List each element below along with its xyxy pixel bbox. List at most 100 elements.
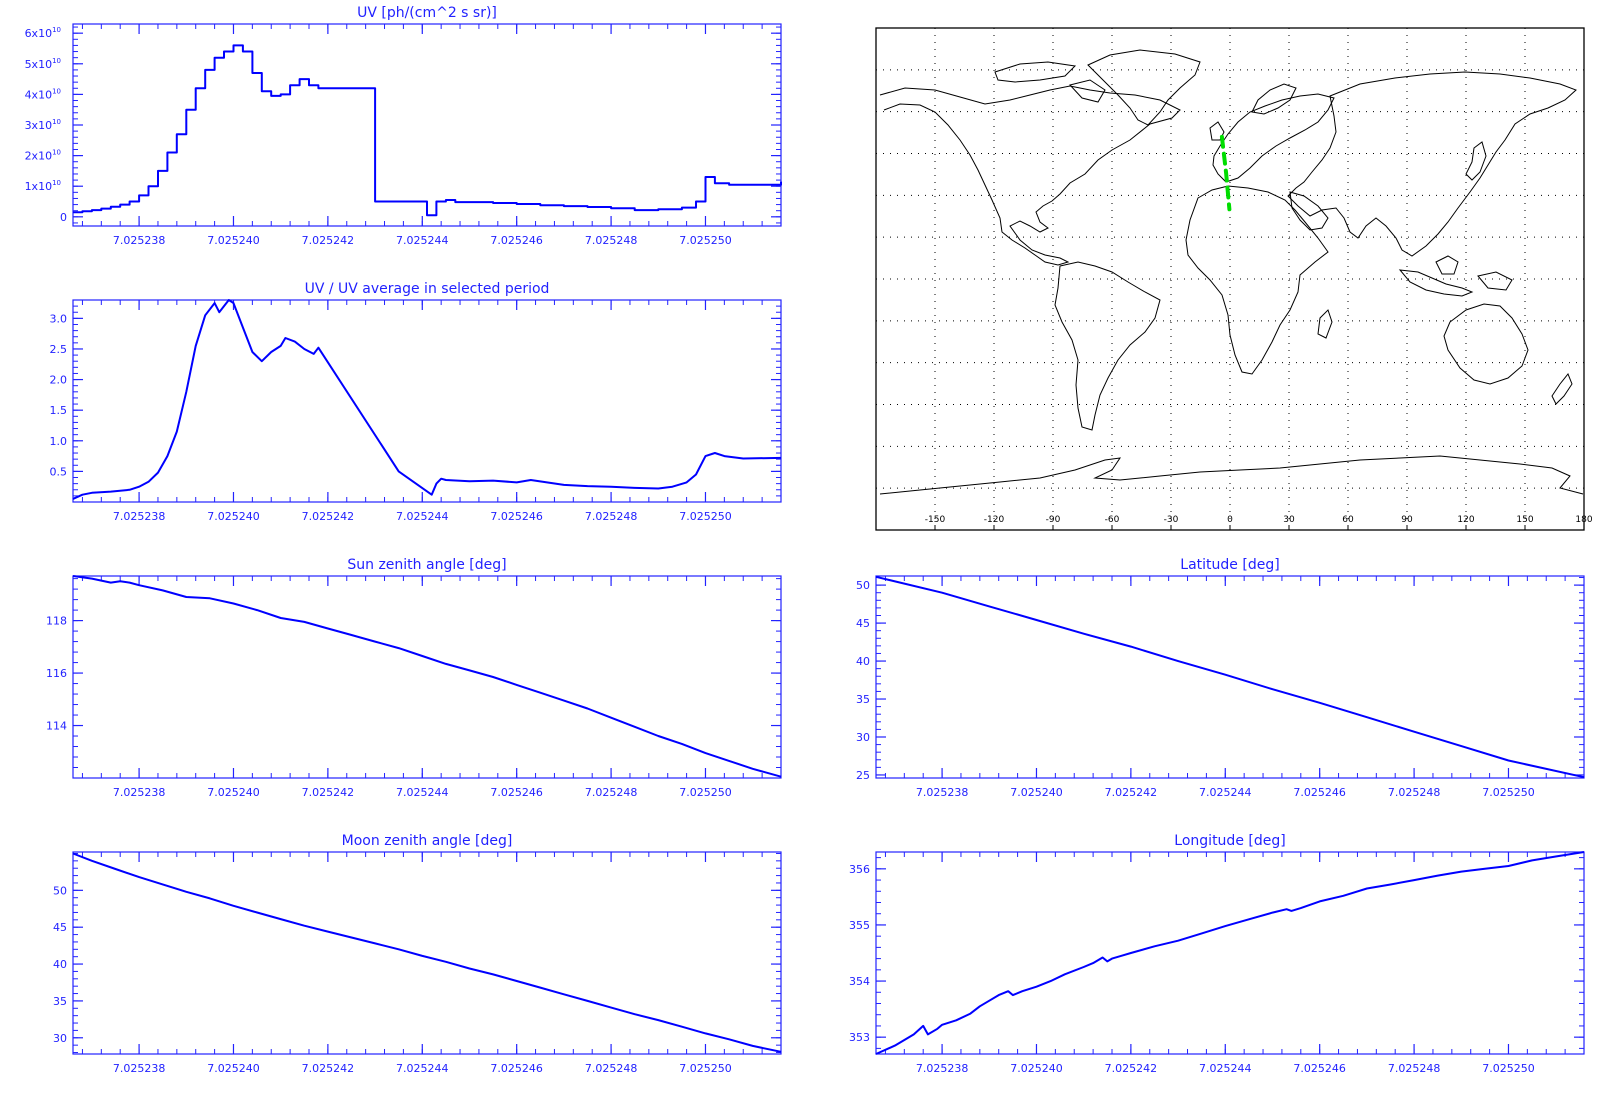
- sza-ytick-label: 118: [46, 615, 67, 628]
- map-lon-tick-label: -90: [1046, 515, 1061, 525]
- ratio-ytick-label: 1.5: [50, 404, 68, 417]
- lon-series-line: [875, 851, 1585, 1055]
- coastline-borneo: [1435, 255, 1459, 275]
- lat-xtick-label: 7.025238: [916, 786, 969, 799]
- coastline-antarctica: [879, 455, 1584, 495]
- mza-series-line: [72, 852, 782, 1053]
- lat-xtick-label: 7.025250: [1482, 786, 1535, 799]
- coastline-new-guinea: [1477, 271, 1513, 291]
- uv-xtick-label: 7.025244: [396, 234, 449, 247]
- map-lon-tick-label: 180: [1575, 515, 1592, 525]
- map-coastlines: [879, 49, 1584, 495]
- ratio-xtick-label: 7.025238: [113, 510, 166, 523]
- sza-xtick-label: 7.025250: [679, 786, 732, 799]
- ratio-title: UV / UV average in selected period: [305, 281, 550, 297]
- sza-ytick-label: 116: [46, 667, 67, 680]
- map-lon-tick-label: 150: [1516, 515, 1533, 525]
- ratio-ytick-label: 0.5: [50, 465, 68, 478]
- lat-ytick-label: 35: [856, 693, 870, 706]
- lat-ytick-label: 30: [856, 731, 870, 744]
- sza-title: Sun zenith angle [deg]: [347, 557, 506, 573]
- ratio-xtick-label: 7.025242: [302, 510, 355, 523]
- coastline-africa: [1185, 185, 1329, 375]
- mza-xtick-label: 7.025242: [302, 1062, 355, 1075]
- uv-xtick-label: 7.025250: [679, 234, 732, 247]
- latitude-panel: Latitude [deg] 7.025238 7.025240 7.025242 7.…: [856, 557, 1585, 799]
- sza-xtick-label: 7.025242: [302, 786, 355, 799]
- coastline-baffin-island: [1069, 79, 1106, 103]
- uv-series-line: [73, 44, 782, 217]
- uv-ytick-label: 3x1010: [25, 118, 61, 132]
- ratio-plot-frame: [72, 299, 782, 503]
- uv-xtick-label: 7.025246: [490, 234, 543, 247]
- lon-xtick-label: 7.025238: [916, 1062, 969, 1075]
- lon-ytick-label: 353: [849, 1031, 870, 1044]
- lon-ytick-label: 354: [849, 975, 870, 988]
- sza-xtick-label: 7.025240: [207, 786, 260, 799]
- lat-xtick-label: 7.025240: [1010, 786, 1063, 799]
- uv-ytick-label: 2x1010: [25, 149, 61, 163]
- coastline-south-america: [1054, 261, 1161, 431]
- lon-title: Longitude [deg]: [1174, 833, 1285, 849]
- coastline-new-zealand: [1551, 373, 1573, 405]
- mza-plot-frame: [72, 851, 782, 1055]
- lat-ytick-label: 50: [856, 579, 870, 592]
- coastline-madagascar: [1317, 309, 1333, 339]
- sza-xtick-label: 7.025244: [396, 786, 449, 799]
- uv-xtick-label: 7.025238: [113, 234, 166, 247]
- mza-xtick-label: 7.025250: [679, 1062, 732, 1075]
- mza-ytick-label: 35: [53, 995, 67, 1008]
- map-lon-tick-label: -150: [925, 515, 946, 525]
- orbit-track-line: [1219, 134, 1232, 212]
- lon-xtick-label: 7.025244: [1199, 1062, 1252, 1075]
- lat-title: Latitude [deg]: [1180, 557, 1279, 573]
- world-map-panel: -150 -120 -90 -60 -30 0 30 60 90 120 150 180: [875, 27, 1593, 531]
- lat-ytick-label: 40: [856, 655, 870, 668]
- ratio-ytick-label: 2.0: [50, 374, 68, 387]
- uv-title: UV [ph/(cm^2 s sr)]: [357, 5, 497, 21]
- uv-plot-frame: [72, 23, 782, 227]
- ratio-xtick-label: 7.025240: [207, 510, 260, 523]
- uv-ytick-label: 4x1010: [25, 87, 61, 101]
- mza-title: Moon zenith angle [deg]: [342, 833, 513, 849]
- ratio-series-line: [72, 299, 782, 500]
- coastline-australia: [1443, 303, 1529, 385]
- lon-xtick-label: 7.025242: [1105, 1062, 1158, 1075]
- ratio-xtick-label: 7.025250: [679, 510, 732, 523]
- coastline-arabia: [1289, 191, 1329, 231]
- map-lon-tick-label: -120: [984, 515, 1005, 525]
- coastline-asia: [1287, 71, 1577, 257]
- lon-ytick-label: 356: [849, 863, 870, 876]
- mza-ytick-label: 45: [53, 921, 67, 934]
- map-lon-tick-label: -30: [1164, 515, 1179, 525]
- coastline-greenland: [1087, 49, 1201, 126]
- mza-ytick-label: 30: [53, 1032, 67, 1045]
- lat-xtick-label: 7.025246: [1293, 786, 1346, 799]
- mza-xtick-label: 7.025246: [490, 1062, 543, 1075]
- coastline-north-america: [879, 85, 1181, 266]
- map-lon-tick-label: 0: [1227, 515, 1233, 525]
- uv-xtick-label: 7.025242: [302, 234, 355, 247]
- lat-ytick-label: 45: [856, 617, 870, 630]
- uv-ytick-label: 1x1010: [25, 179, 61, 193]
- map-lon-tick-label: 30: [1283, 515, 1295, 525]
- orbit-track: [1219, 134, 1232, 212]
- lon-ytick-label: 355: [849, 919, 870, 932]
- uv-panel: UV [ph/(cm^2 s sr)] 7.025238 7.025240 7.025…: [25, 5, 782, 247]
- uv-xtick-label: 7.025240: [207, 234, 260, 247]
- lon-xtick-label: 7.025250: [1482, 1062, 1535, 1075]
- sza-series-line: [72, 575, 782, 778]
- moon-zenith-panel: Moon zenith angle [deg] 7.025238 7.025240 7…: [53, 833, 782, 1075]
- lon-xtick-label: 7.025248: [1388, 1062, 1441, 1075]
- sza-xtick-label: 7.025248: [585, 786, 638, 799]
- ratio-xtick-label: 7.025248: [585, 510, 638, 523]
- lat-series-line: [875, 575, 1585, 779]
- coastline-indonesia: [1398, 269, 1474, 297]
- uv-ratio-panel: UV / UV average in selected period 7.0252…: [50, 281, 782, 523]
- lon-xtick-label: 7.025246: [1293, 1062, 1346, 1075]
- ratio-xtick-label: 7.025246: [490, 510, 543, 523]
- longitude-panel: Longitude [deg] 7.025238 7.025240 7.025242 7…: [849, 833, 1585, 1075]
- uv-xtick-label: 7.025248: [585, 234, 638, 247]
- mza-ytick-label: 50: [53, 884, 67, 897]
